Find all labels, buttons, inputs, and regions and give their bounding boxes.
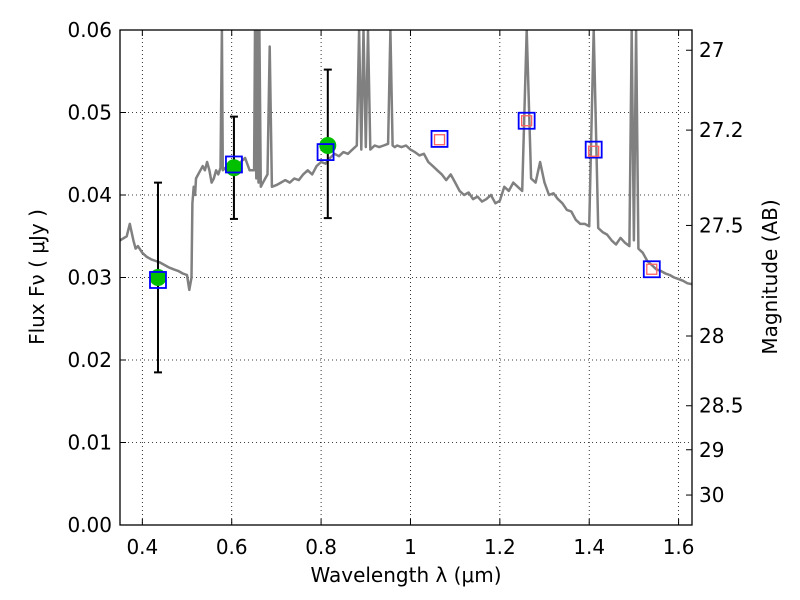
model-inner-square — [588, 145, 600, 157]
y2-tick-label: 27 — [699, 38, 724, 62]
y2-axis-label: Magnitude (AB) — [758, 199, 782, 354]
axis-ticks: 0.4 0.6 0.8 1 1.2 1.4 1.6 0.00 0.01 0.02 0.03 0.04 0… — [67, 18, 743, 559]
y2-tick-label: 27.2 — [699, 118, 744, 142]
y-axis-label: Flux Fν ( μJy ) — [25, 209, 49, 345]
x-tick-label: 0.4 — [126, 535, 158, 559]
y-tick-label: 0.01 — [67, 431, 112, 455]
spectrum-layer — [120, 30, 692, 292]
model-square — [517, 111, 536, 130]
y2-tick-label: 27.5 — [699, 213, 744, 237]
x-tick-label: 0.6 — [216, 535, 248, 559]
y2-tick-label: 28 — [699, 324, 724, 348]
y-tick-label: 0.02 — [67, 348, 112, 372]
y-tick-label: 0.06 — [67, 18, 112, 42]
x-tick-label: 1 — [404, 535, 417, 559]
y-tick-label: 0.03 — [67, 266, 112, 290]
model-inner-square — [433, 134, 446, 146]
model-square — [149, 271, 167, 289]
y-tick-label: 0.05 — [67, 101, 112, 125]
model-square — [316, 143, 335, 162]
y-tick-label: 0.04 — [67, 183, 112, 207]
x-axis-label: Wavelength λ (μm) — [310, 563, 501, 587]
model-square — [225, 155, 243, 174]
x-tick-label: 1.6 — [663, 535, 695, 559]
y-tick-label: 0.00 — [67, 513, 112, 537]
x-tick-label: 1.2 — [484, 535, 516, 559]
model-square — [642, 260, 661, 279]
points-layer — [149, 68, 661, 374]
spectrum-line — [120, 30, 692, 292]
observed-point — [319, 137, 337, 154]
x-tick-label: 0.8 — [305, 535, 337, 559]
x-tick-label: 1.4 — [573, 535, 605, 559]
model-square — [584, 140, 603, 159]
model-inner-square — [646, 263, 658, 275]
model-square — [430, 129, 449, 148]
y2-tick-label: 29 — [699, 438, 724, 462]
y2-tick-label: 30 — [699, 483, 724, 507]
y2-tick-label: 28.5 — [699, 394, 744, 418]
model-inner-square — [521, 115, 533, 127]
